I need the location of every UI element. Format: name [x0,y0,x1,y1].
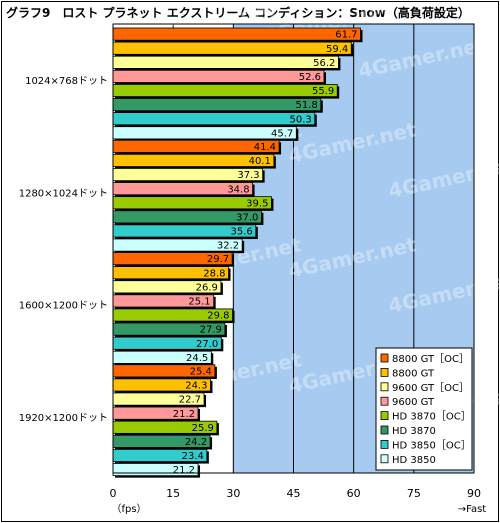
data-label: 21.2 [173,465,195,476]
data-label: 37.0 [236,212,258,223]
bar-0-1 [112,41,352,55]
data-label: 56.2 [313,58,335,69]
legend-swatch [380,411,389,421]
bar-0-6 [112,112,316,126]
legend-label: HD 3870［OC］ [392,411,471,423]
category-label: 1024×768ドット [25,76,108,87]
data-label: 27.0 [196,339,218,350]
bar-0-7 [112,126,297,140]
axes-layer: 1024×768ドット 1280×1024ドット 1600×1200ドット 1920×… [19,23,487,515]
data-label: 35.6 [231,227,253,238]
data-label: 24.2 [185,437,207,448]
category-label: 1920×1200ドット [19,413,108,424]
legend-swatch [380,454,389,464]
fast-label: →Fast [458,504,487,515]
data-label: 61.7 [335,30,357,41]
bar-0-4 [112,84,338,98]
x-tick-label: 0 [110,487,117,500]
x-tick-label: 15 [166,487,180,500]
legend-label: 8800 GT［OC］ [392,353,469,365]
data-label: 25.9 [192,423,214,434]
data-label: 22.7 [179,395,201,406]
data-label: 51.8 [296,100,318,111]
legend-box [375,347,473,471]
data-label: 39.5 [246,198,268,209]
data-label: 37.3 [237,170,259,181]
legend-label: 9600 GT [392,397,435,408]
bar-0-5 [112,98,322,112]
category-label: 1280×1024ドット [19,188,108,199]
legend-swatch [380,396,389,406]
plot-border [112,23,475,474]
data-label: 28.8 [203,268,225,279]
legend-label: HD 3850 [392,455,436,466]
x-tick-label: 90 [467,487,481,500]
data-label: 24.3 [185,381,207,392]
legend-swatch [380,382,389,392]
chart-title: グラフ9 ロスト プラネット エクストリーム コンディション：Snow（高負荷設… [6,6,470,20]
data-label: 25.1 [188,297,210,308]
legend-label: HD 3850［OC］ [392,439,471,451]
data-label: 59.4 [326,44,348,55]
data-label: 32.2 [217,241,239,252]
data-label: 50.3 [289,114,311,125]
bar-0-2 [112,55,339,69]
data-label: 26.9 [196,282,218,293]
data-label: 45.7 [271,128,293,139]
x-tick-label: 75 [407,487,421,500]
bar-0-0 [112,27,361,41]
data-label: 23.4 [182,451,204,462]
data-label: 55.9 [312,86,334,97]
legend-label: 8800 GT [392,368,435,379]
data-label: 52.6 [299,72,321,83]
bars-layer: 61.7 59.4 56.2 52.6 55.9 51.8 50.3 45.7 41.4 40.1… [112,27,363,478]
data-label: 29.8 [207,311,229,322]
data-label: 29.7 [207,254,229,265]
legend-swatch [380,425,389,435]
data-label: 21.2 [173,409,195,420]
data-label: 34.8 [227,184,249,195]
x-tick-label: 30 [226,487,240,500]
legend-label: 9600 GT［OC］ [392,382,469,394]
data-label: 25.4 [190,366,212,377]
data-label: 27.9 [200,325,222,336]
legend-swatch [380,353,389,363]
category-label: 1600×1200ドット [19,301,108,312]
bar-0-3 [112,69,325,83]
legend-swatch [380,439,389,449]
legend-swatch [380,367,389,377]
x-tick-label: 60 [347,487,361,500]
legend: 8800 GT［OC］ 8800 GT 9600 GT［OC］ 9600 GT HD 3… [375,347,473,471]
data-label: 24.5 [186,353,208,364]
legend-label: HD 3870 [392,426,436,437]
x-axis-label: （fps） [111,503,146,515]
x-tick-label: 45 [287,487,301,500]
data-label: 41.4 [254,142,276,153]
data-label: 40.1 [249,156,271,167]
